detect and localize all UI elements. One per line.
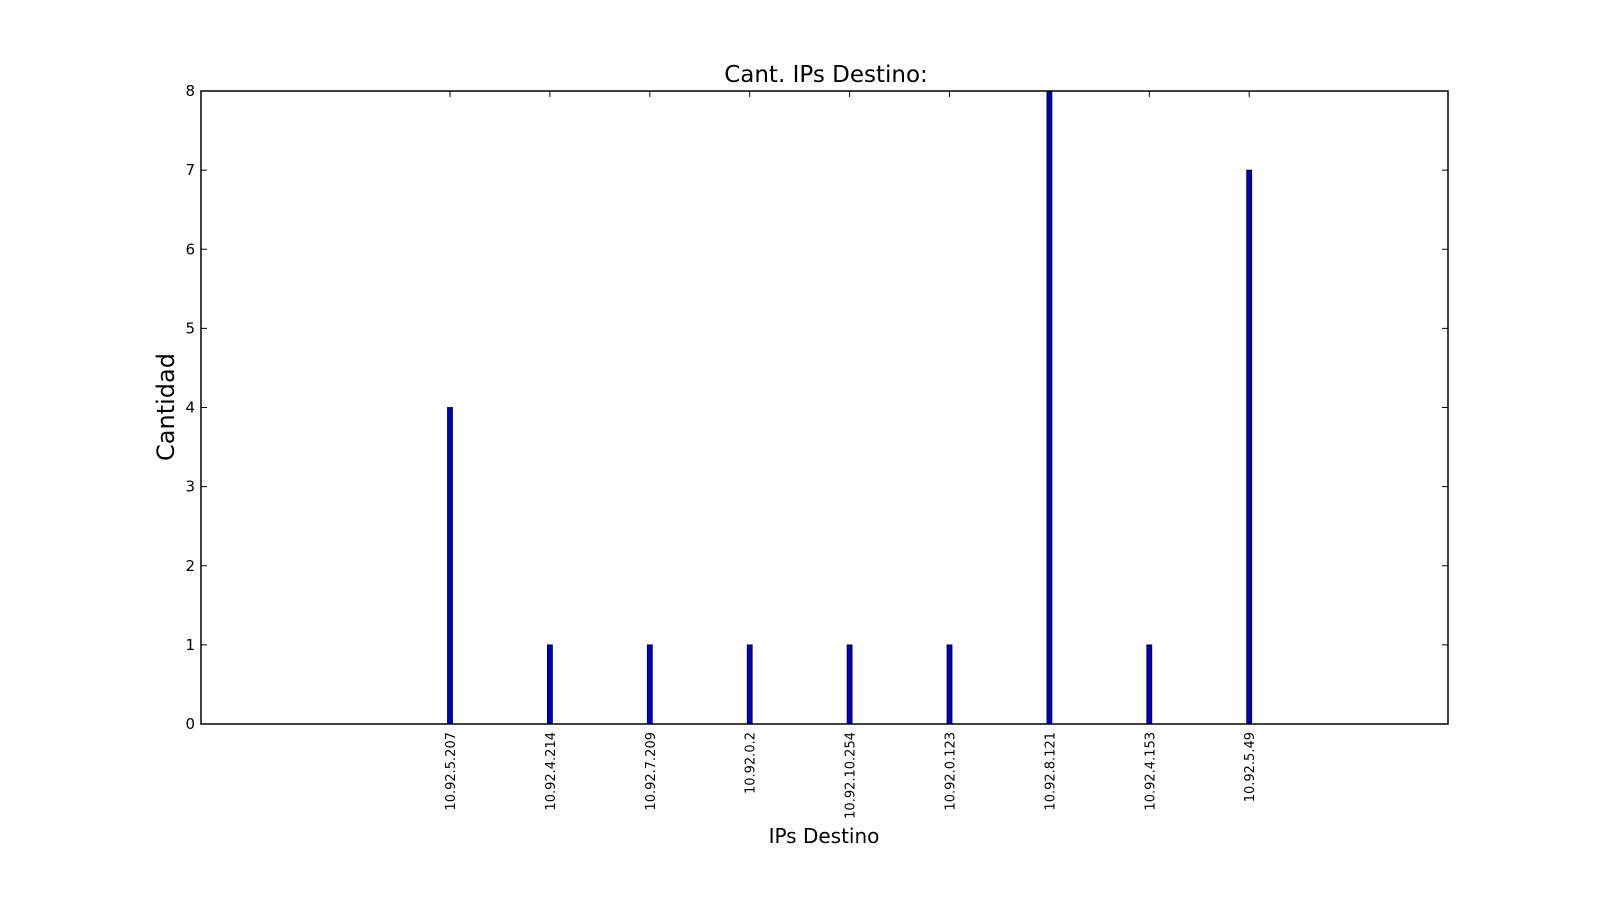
y-tick-label: 5 [185,319,195,337]
x-tick-label: 10.92.0.2 [744,732,759,794]
bar [746,644,753,725]
y-tick-label: 8 [185,82,195,100]
x-tick-label: 10.92.4.153 [1143,732,1158,811]
bar [547,644,553,725]
bar [447,407,453,725]
bar [1246,169,1253,725]
x-axis-label: IPs Destino [769,824,880,848]
x-tick-label: 10.92.10.254 [844,732,859,819]
bar [1146,644,1153,725]
x-tick-label: 10.92.0.123 [944,732,959,811]
y-tick-label: 3 [185,478,195,496]
y-tick-label: 2 [185,557,195,575]
bar [646,644,653,725]
bars-layer [447,90,1253,725]
bar [946,644,953,725]
y-tick-label: 7 [185,161,195,179]
y-tick-label: 6 [185,240,195,258]
y-tick-label: 0 [185,715,195,733]
y-axis-label: Cantidad [152,353,180,461]
x-tick-label: 10.92.5.49 [1243,732,1258,802]
x-tick-label: 10.92.4.214 [544,732,559,811]
x-tick-label: 10.92.5.207 [444,732,459,811]
bar [846,644,853,725]
chart-title: Cant. IPs Destino: [724,62,928,88]
bar [1046,90,1053,725]
x-tick-label: 10.92.7.209 [644,732,659,811]
x-tick-label: 10.92.8.121 [1043,732,1058,811]
y-tick-label: 4 [185,399,195,417]
plot-frame [200,90,1449,725]
ticks-layer: 0 1 2 3 4 5 6 7 8 10.92.5.207 10.92.4.214 10.92.7.2… [185,82,1448,819]
y-tick-label: 1 [185,636,195,654]
